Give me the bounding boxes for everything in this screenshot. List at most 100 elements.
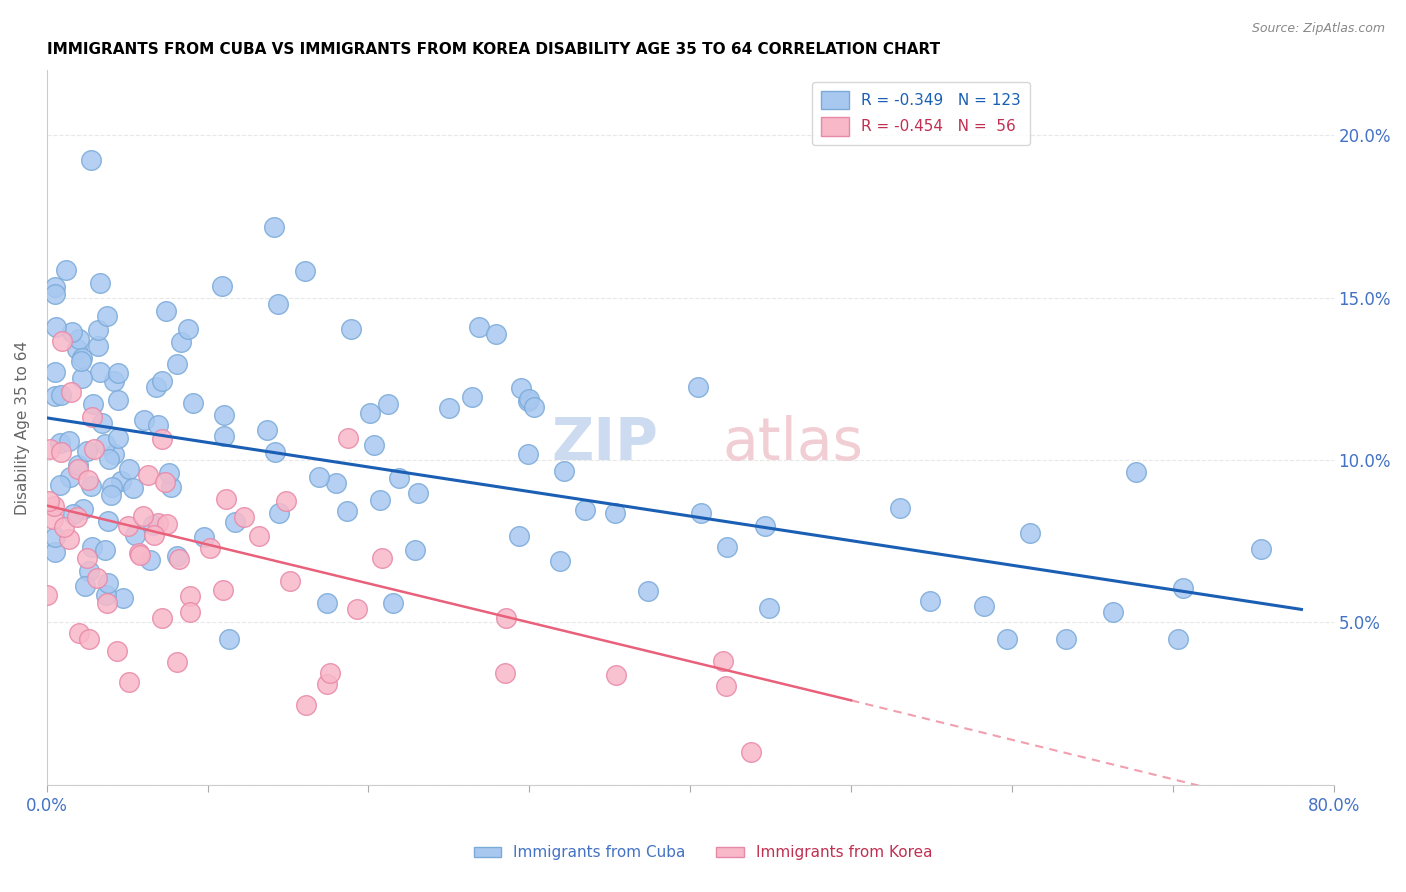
Point [169, 334, 191, 349]
Point [605, 668, 627, 682]
Point [76, 444, 98, 458]
Point [87, 339, 110, 353]
Point [274, 493, 297, 508]
Text: ZIP: ZIP [551, 416, 658, 473]
Point [508, 528, 530, 542]
Point [690, 506, 713, 520]
Point [714, 679, 737, 693]
Point [96, 309, 118, 323]
Point [553, 464, 575, 478]
Point [44, 530, 66, 544]
Point [637, 583, 659, 598]
Point [77, 565, 100, 579]
Point [519, 392, 541, 406]
Point [889, 500, 911, 515]
Point [548, 554, 571, 568]
Point [38, 442, 60, 456]
Point [72, 501, 94, 516]
Point [83, 442, 105, 457]
Point [318, 666, 340, 681]
Text: IMMIGRANTS FROM CUBA VS IMMIGRANTS FROM KOREA DISABILITY AGE 35 TO 64 CORRELATIO: IMMIGRANTS FROM CUBA VS IMMIGRANTS FROM … [46, 42, 939, 57]
Point [574, 503, 596, 517]
Point [1125, 465, 1147, 479]
Point [89, 276, 111, 290]
Point [363, 438, 385, 452]
Point [973, 599, 995, 614]
Point [377, 397, 399, 411]
Point [1019, 526, 1042, 541]
Point [308, 469, 330, 483]
Point [51, 334, 73, 349]
Point [80, 540, 103, 554]
Point [485, 326, 508, 341]
Point [278, 574, 301, 588]
Point [96, 514, 118, 528]
Point [212, 429, 235, 443]
Point [758, 600, 780, 615]
Point [66, 458, 89, 473]
Point [224, 515, 246, 529]
Point [179, 605, 201, 619]
Point [142, 518, 165, 533]
Point [166, 357, 188, 371]
Point [523, 400, 546, 414]
Point [103, 447, 125, 461]
Point [80, 479, 103, 493]
Point [371, 551, 394, 566]
Point [77, 473, 100, 487]
Point [193, 530, 215, 544]
Point [55, 263, 77, 277]
Point [1102, 606, 1125, 620]
Point [325, 475, 347, 490]
Point [145, 380, 167, 394]
Point [42, 499, 65, 513]
Point [80, 410, 103, 425]
Point [70, 354, 93, 368]
Point [198, 541, 221, 555]
Point [1171, 581, 1194, 595]
Point [468, 320, 491, 334]
Point [69, 332, 91, 346]
Point [603, 506, 626, 520]
Point [461, 390, 484, 404]
Point [44, 389, 66, 403]
Point [388, 471, 411, 485]
Point [139, 553, 162, 567]
Point [66, 342, 89, 356]
Point [86, 571, 108, 585]
Point [159, 480, 181, 494]
Point [73, 579, 96, 593]
Point [295, 698, 318, 712]
Point [247, 529, 270, 543]
Point [44, 280, 66, 294]
Point [711, 654, 734, 668]
Text: atlas: atlas [723, 416, 863, 473]
Point [368, 493, 391, 508]
Point [72, 351, 94, 365]
Point [179, 589, 201, 603]
Point [49, 445, 72, 459]
Point [359, 406, 381, 420]
Point [494, 665, 516, 680]
Point [211, 583, 233, 598]
Point [381, 596, 404, 610]
Point [509, 381, 531, 395]
Point [98, 451, 121, 466]
Legend: R = -0.349   N = 123, R = -0.454   N =  56: R = -0.349 N = 123, R = -0.454 N = 56 [813, 82, 1031, 145]
Point [101, 481, 124, 495]
Point [42, 512, 65, 526]
Point [91, 416, 114, 430]
Point [76, 551, 98, 566]
Point [103, 374, 125, 388]
Point [716, 541, 738, 555]
Point [59, 469, 82, 483]
Point [105, 643, 128, 657]
Point [107, 392, 129, 407]
Point [214, 408, 236, 422]
Point [167, 552, 190, 566]
Point [128, 546, 150, 560]
Point [79, 153, 101, 168]
Point [166, 549, 188, 563]
Point [495, 610, 517, 624]
Point [117, 519, 139, 533]
